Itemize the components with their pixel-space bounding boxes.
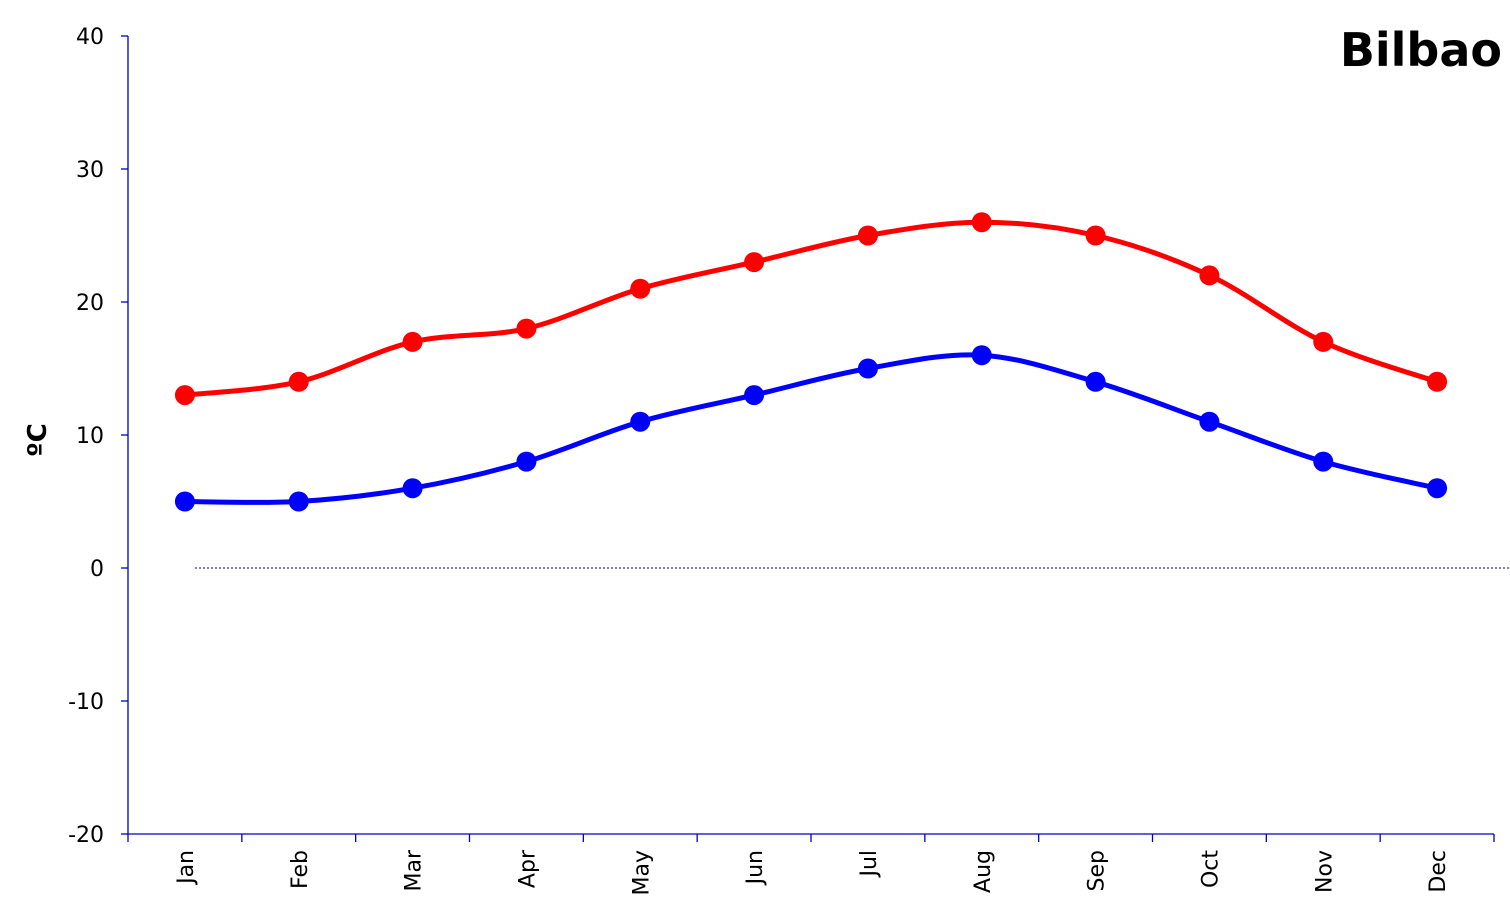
data-point-1 [516, 318, 537, 339]
data-point-2 [516, 451, 537, 472]
y-tick-label: 10 [76, 424, 104, 449]
data-point-2 [630, 411, 651, 432]
series-layer [174, 212, 1448, 512]
data-point-1 [288, 371, 309, 392]
x-tick-label: Aug [971, 850, 996, 893]
data-point-2 [288, 491, 309, 512]
data-point-2 [857, 358, 878, 379]
data-point-1 [402, 331, 423, 352]
y-tick-label: 0 [90, 557, 104, 582]
y-tick-label: -10 [68, 690, 104, 715]
data-point-2 [174, 491, 195, 512]
data-point-1 [971, 212, 992, 233]
chart-title: Bilbao [1340, 23, 1502, 77]
data-point-1 [630, 278, 651, 299]
y-tick-label: 30 [76, 158, 104, 183]
x-tick-label: May [629, 850, 654, 895]
data-point-2 [971, 345, 992, 366]
data-point-1 [1199, 265, 1220, 286]
data-point-1 [744, 252, 765, 273]
data-point-1 [1427, 371, 1448, 392]
data-point-2 [402, 478, 423, 499]
data-point-2 [1313, 451, 1334, 472]
x-tick-label: Mar [402, 849, 427, 891]
x-tick-label: Oct [1198, 850, 1223, 888]
x-tick-label: Sep [1085, 850, 1110, 891]
x-tick-label: Jun [743, 850, 768, 886]
series-line-2 [182, 352, 1440, 505]
y-tick-label: -20 [68, 823, 104, 848]
y-axis-label: ºC [23, 423, 53, 457]
data-point-1 [1313, 331, 1334, 352]
data-point-1 [174, 385, 195, 406]
y-tick-label: 40 [76, 25, 104, 50]
data-point-1 [1085, 225, 1106, 246]
data-point-2 [1199, 411, 1220, 432]
data-point-1 [857, 225, 878, 246]
x-tick-label: Jul [857, 850, 882, 879]
data-point-2 [1085, 371, 1106, 392]
data-point-2 [744, 385, 765, 406]
x-tick-label: Dec [1426, 850, 1451, 893]
x-tick-label: Nov [1312, 850, 1337, 893]
x-tick-label: Apr [515, 849, 540, 888]
axes: -20 -10 0 10 20 30 40 Jan Feb Mar Apr May Jun Jul Aug S… [68, 25, 1510, 895]
y-tick-label: 20 [76, 291, 104, 316]
data-point-2 [1427, 478, 1448, 499]
series-line-1 [182, 219, 1440, 398]
x-tick-label: Feb [288, 850, 313, 889]
x-tick-label: Jan [174, 850, 199, 886]
